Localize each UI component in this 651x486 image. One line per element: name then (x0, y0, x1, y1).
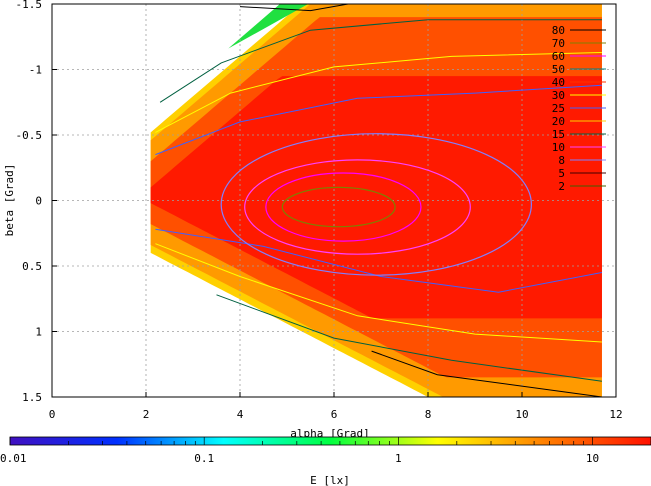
axis-ticks: 0 2 4 6 8 10 12-1.5-1-0.500.511.5 (16, 0, 623, 421)
legend-label: 10 (552, 141, 565, 154)
legend-label: 30 (552, 89, 565, 102)
contour-ring (244, 159, 471, 255)
y-tick-label: -0.5 (16, 129, 43, 142)
colorbar-tick-label: 0.01 (0, 452, 27, 465)
region-edge-green (228, 4, 309, 49)
contour-lines (155, 4, 602, 397)
x-tick-label: 0 (49, 408, 56, 421)
x-tick-label: 4 (237, 408, 244, 421)
legend-label: 2 (558, 180, 565, 193)
legend-label: 5 (558, 167, 565, 180)
legend-label: 40 (552, 76, 565, 89)
contour-ring (265, 172, 422, 242)
contour-ring (281, 186, 396, 228)
y-tick-label: 1.5 (22, 391, 42, 404)
colorbar-label: E [lx] (310, 474, 350, 486)
region-core (150, 76, 602, 319)
contour-line (159, 19, 602, 103)
colorbar-tick-label: 10 (586, 452, 599, 465)
contour-line (216, 294, 602, 382)
legend-label: 15 (552, 128, 565, 141)
x-tick-label: 2 (143, 408, 150, 421)
y-tick-label: -1 (29, 64, 42, 77)
contour-line (155, 243, 602, 343)
contour-line (371, 350, 602, 397)
legend-label: 80 (552, 24, 565, 37)
y-tick-label: -1.5 (16, 0, 43, 11)
colorbar-tick-label: 1 (395, 452, 402, 465)
legend-label: 8 (558, 154, 565, 167)
contour-line (239, 4, 349, 12)
colorbar: 0.01 0.1 1 10 (0, 436, 651, 465)
contour-ring (220, 133, 532, 276)
x-tick-label: 12 (609, 408, 622, 421)
contour-line (155, 84, 602, 156)
x-tick-label: 6 (331, 408, 338, 421)
grid (52, 4, 616, 397)
legend-label: 60 (552, 50, 565, 63)
legend-label: 70 (552, 37, 565, 50)
x-tick-label: 8 (425, 408, 432, 421)
x-tick-label: 10 (515, 408, 528, 421)
contour-line (155, 52, 602, 133)
y-tick-label: 0 (35, 195, 42, 208)
y-axis-label: beta [Grad] (3, 164, 16, 237)
colorbar-tick-label: 0.1 (194, 452, 214, 465)
colorbar-gradient (9, 436, 651, 446)
legend-label: 25 (552, 102, 565, 115)
y-tick-label: 0.5 (22, 260, 42, 273)
y-tick-label: 1 (35, 326, 42, 339)
legend-label: 50 (552, 63, 565, 76)
contour-line (155, 228, 602, 293)
legend-label: 20 (552, 115, 565, 128)
field-region (150, 4, 602, 397)
